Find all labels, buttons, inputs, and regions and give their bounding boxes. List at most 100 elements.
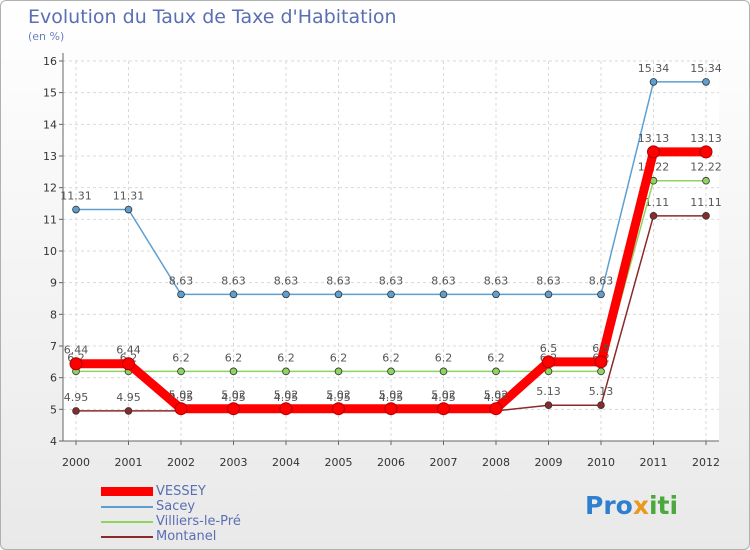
- data-label: 5.02: [431, 389, 456, 402]
- data-label: 8.63: [484, 274, 509, 287]
- data-label: 6.2: [225, 351, 243, 364]
- data-point: [439, 367, 448, 376]
- data-point: [384, 402, 398, 416]
- x-tick-label: 2002: [167, 456, 195, 469]
- data-label: 8.63: [379, 274, 404, 287]
- y-tick-label: 4: [50, 435, 57, 448]
- data-label: 13.13: [690, 132, 722, 145]
- data-point: [334, 290, 343, 299]
- data-label: 5.02: [484, 389, 509, 402]
- x-tick-label: 2003: [220, 456, 248, 469]
- legend-label: Sacey: [156, 499, 196, 514]
- data-label: 4.95: [431, 391, 456, 404]
- x-tick-label: 2005: [325, 456, 353, 469]
- data-point: [122, 357, 135, 371]
- data-point: [282, 367, 290, 376]
- data-point: [334, 367, 343, 376]
- data-label: 6.2: [487, 351, 505, 364]
- data-point: [594, 355, 608, 369]
- legend-swatch: [101, 535, 153, 538]
- data-point: [177, 367, 185, 376]
- data-label: 11.31: [113, 190, 145, 203]
- data-label: 5.13: [536, 385, 561, 398]
- legend-label: VESSEY: [156, 484, 206, 499]
- data-label: 6.5: [592, 342, 610, 355]
- data-label: 6.2: [330, 351, 348, 364]
- data-point: [492, 290, 500, 299]
- y-tick-label: 16: [43, 55, 57, 68]
- data-label: 4.95: [379, 391, 404, 404]
- data-point: [542, 355, 555, 369]
- data-label: 4.95: [274, 391, 299, 404]
- data-point: [69, 357, 83, 371]
- data-label: 13.13: [638, 132, 670, 145]
- data-label: 5.02: [274, 389, 299, 402]
- data-label: 8.63: [274, 274, 299, 287]
- data-point: [544, 401, 553, 410]
- x-tick-label: 2008: [482, 456, 510, 469]
- data-label: 11.11: [690, 196, 722, 209]
- y-tick-label: 12: [43, 182, 57, 195]
- data-point: [229, 367, 238, 376]
- data-point: [702, 78, 710, 86]
- data-label: 4.95: [326, 391, 351, 404]
- data-label: 15.34: [638, 62, 670, 75]
- data-label: 5.02: [221, 389, 246, 402]
- data-point: [597, 290, 605, 299]
- legend: VESSEY Sacey Villiers-le-Pré Montanel: [101, 484, 241, 544]
- legend-swatch: [101, 520, 153, 523]
- data-point: [279, 402, 293, 416]
- y-tick-label: 7: [50, 340, 57, 353]
- data-label: 6.2: [382, 351, 400, 364]
- data-point: [177, 290, 185, 299]
- data-label: 5.02: [379, 389, 404, 402]
- data-label: 8.63: [221, 274, 246, 287]
- x-tick-label: 2011: [640, 456, 668, 469]
- data-label: 8.63: [536, 274, 561, 287]
- data-point: [702, 212, 710, 220]
- data-point: [174, 402, 188, 416]
- data-point: [647, 145, 660, 159]
- data-point: [597, 367, 605, 376]
- x-tick-label: 2010: [587, 456, 615, 469]
- chart-title: Evolution du Taux de Taxe d'Habitation: [28, 6, 397, 28]
- data-label: 4.95: [116, 391, 141, 404]
- data-label: 6.44: [116, 344, 141, 357]
- data-point: [332, 402, 345, 416]
- y-tick-label: 8: [50, 308, 57, 321]
- data-point: [649, 212, 658, 220]
- x-tick-label: 2007: [430, 456, 458, 469]
- data-label: 6.2: [172, 351, 190, 364]
- data-point: [124, 205, 133, 214]
- y-tick-label: 10: [43, 245, 57, 258]
- data-point: [489, 402, 503, 416]
- logo-part-1: Pro: [585, 491, 633, 520]
- data-point: [437, 402, 450, 416]
- y-tick-label: 15: [43, 87, 57, 100]
- data-label: 6.2: [435, 351, 453, 364]
- data-point: [387, 290, 395, 299]
- legend-entry: Montanel: [101, 529, 241, 544]
- data-point: [699, 145, 713, 159]
- data-label: 5.02: [326, 389, 351, 402]
- data-point: [282, 290, 290, 299]
- data-label: 11.31: [60, 190, 92, 203]
- data-label: 8.63: [589, 274, 614, 287]
- proxiti-logo: Proxiti: [585, 491, 678, 520]
- y-axis-unit-label: (en %): [28, 30, 65, 43]
- data-label: 5.13: [589, 385, 614, 398]
- data-label: 4.95: [64, 391, 89, 404]
- data-label: 8.63: [431, 274, 456, 287]
- data-label: 12.22: [690, 161, 722, 174]
- data-point: [387, 367, 395, 376]
- y-tick-label: 13: [43, 150, 57, 163]
- legend-swatch: [101, 505, 153, 508]
- data-label: 6.44: [64, 344, 89, 357]
- data-point: [229, 290, 238, 299]
- logo-part-3: iti: [648, 491, 679, 520]
- data-point: [492, 367, 500, 376]
- x-tick-label: 2001: [115, 456, 143, 469]
- x-tick-label: 2004: [272, 456, 300, 469]
